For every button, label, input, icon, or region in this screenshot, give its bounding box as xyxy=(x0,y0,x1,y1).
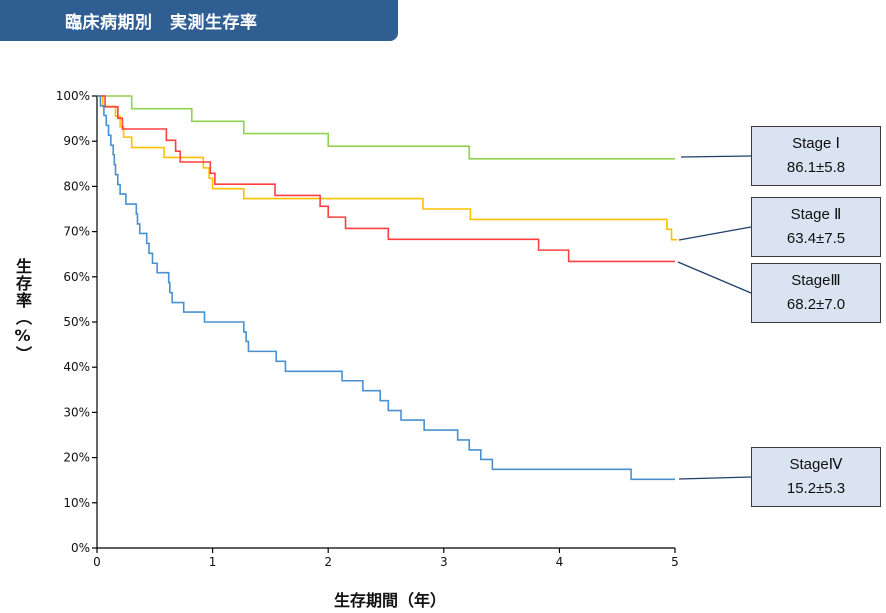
x-tick-label: 3 xyxy=(440,555,448,569)
x-axis-title: 生存期間（年） xyxy=(333,591,446,610)
y-tick-label: 70% xyxy=(63,225,90,239)
stage-survival-value: 86.1±5.8 xyxy=(786,159,846,176)
stage-name: Stage Ⅰ xyxy=(792,135,840,152)
stage-label-box: Stage Ⅰ 86.1±5.8 xyxy=(751,126,881,186)
label-connector-line xyxy=(678,226,752,241)
stage-survival-value: 63.4±7.5 xyxy=(786,230,846,247)
x-tick-label: 0 xyxy=(93,555,101,569)
stage-survival-value: 15.2±5.3 xyxy=(786,480,846,497)
x-tick-label: 2 xyxy=(324,555,332,569)
y-tick-label: 60% xyxy=(63,270,90,284)
label-connector-line xyxy=(677,261,752,294)
stage-survival-value: 68.2±7.0 xyxy=(786,296,846,313)
survival-curve-1 xyxy=(97,95,675,160)
y-tick-label: 20% xyxy=(63,451,90,465)
y-tick-label: 50% xyxy=(63,315,90,329)
survival-curve-2 xyxy=(97,95,678,241)
y-tick-label: 80% xyxy=(63,179,90,193)
label-connector-line xyxy=(678,476,752,480)
y-tick-label: 30% xyxy=(63,405,90,419)
y-tick-label: 90% xyxy=(63,134,90,148)
y-tick-label: 10% xyxy=(63,496,90,510)
x-tick-label: 5 xyxy=(671,555,679,569)
survival-curve-4 xyxy=(97,95,675,481)
stage-label-box: Stage Ⅱ 63.4±7.5 xyxy=(751,197,881,257)
x-tick-label: 1 xyxy=(209,555,217,569)
label-connector-line xyxy=(680,155,752,158)
page-title: 臨床病期別 実測生存率 xyxy=(0,0,398,41)
stage-label-box: StageⅢ 68.2±7.0 xyxy=(751,263,881,323)
stage-name: StageⅣ xyxy=(789,456,843,473)
stage-name: Stage Ⅱ xyxy=(790,206,842,223)
y-tick-label: 0% xyxy=(71,541,90,555)
y-tick-label: 100% xyxy=(56,89,90,103)
y-axis-title: 生存率（%） xyxy=(13,258,32,363)
survival-curve-3 xyxy=(97,95,675,263)
stage-name: StageⅢ xyxy=(791,272,841,289)
y-tick-label: 40% xyxy=(63,360,90,374)
stage-label-box: StageⅣ 15.2±5.3 xyxy=(751,447,881,507)
x-tick-label: 4 xyxy=(556,555,564,569)
